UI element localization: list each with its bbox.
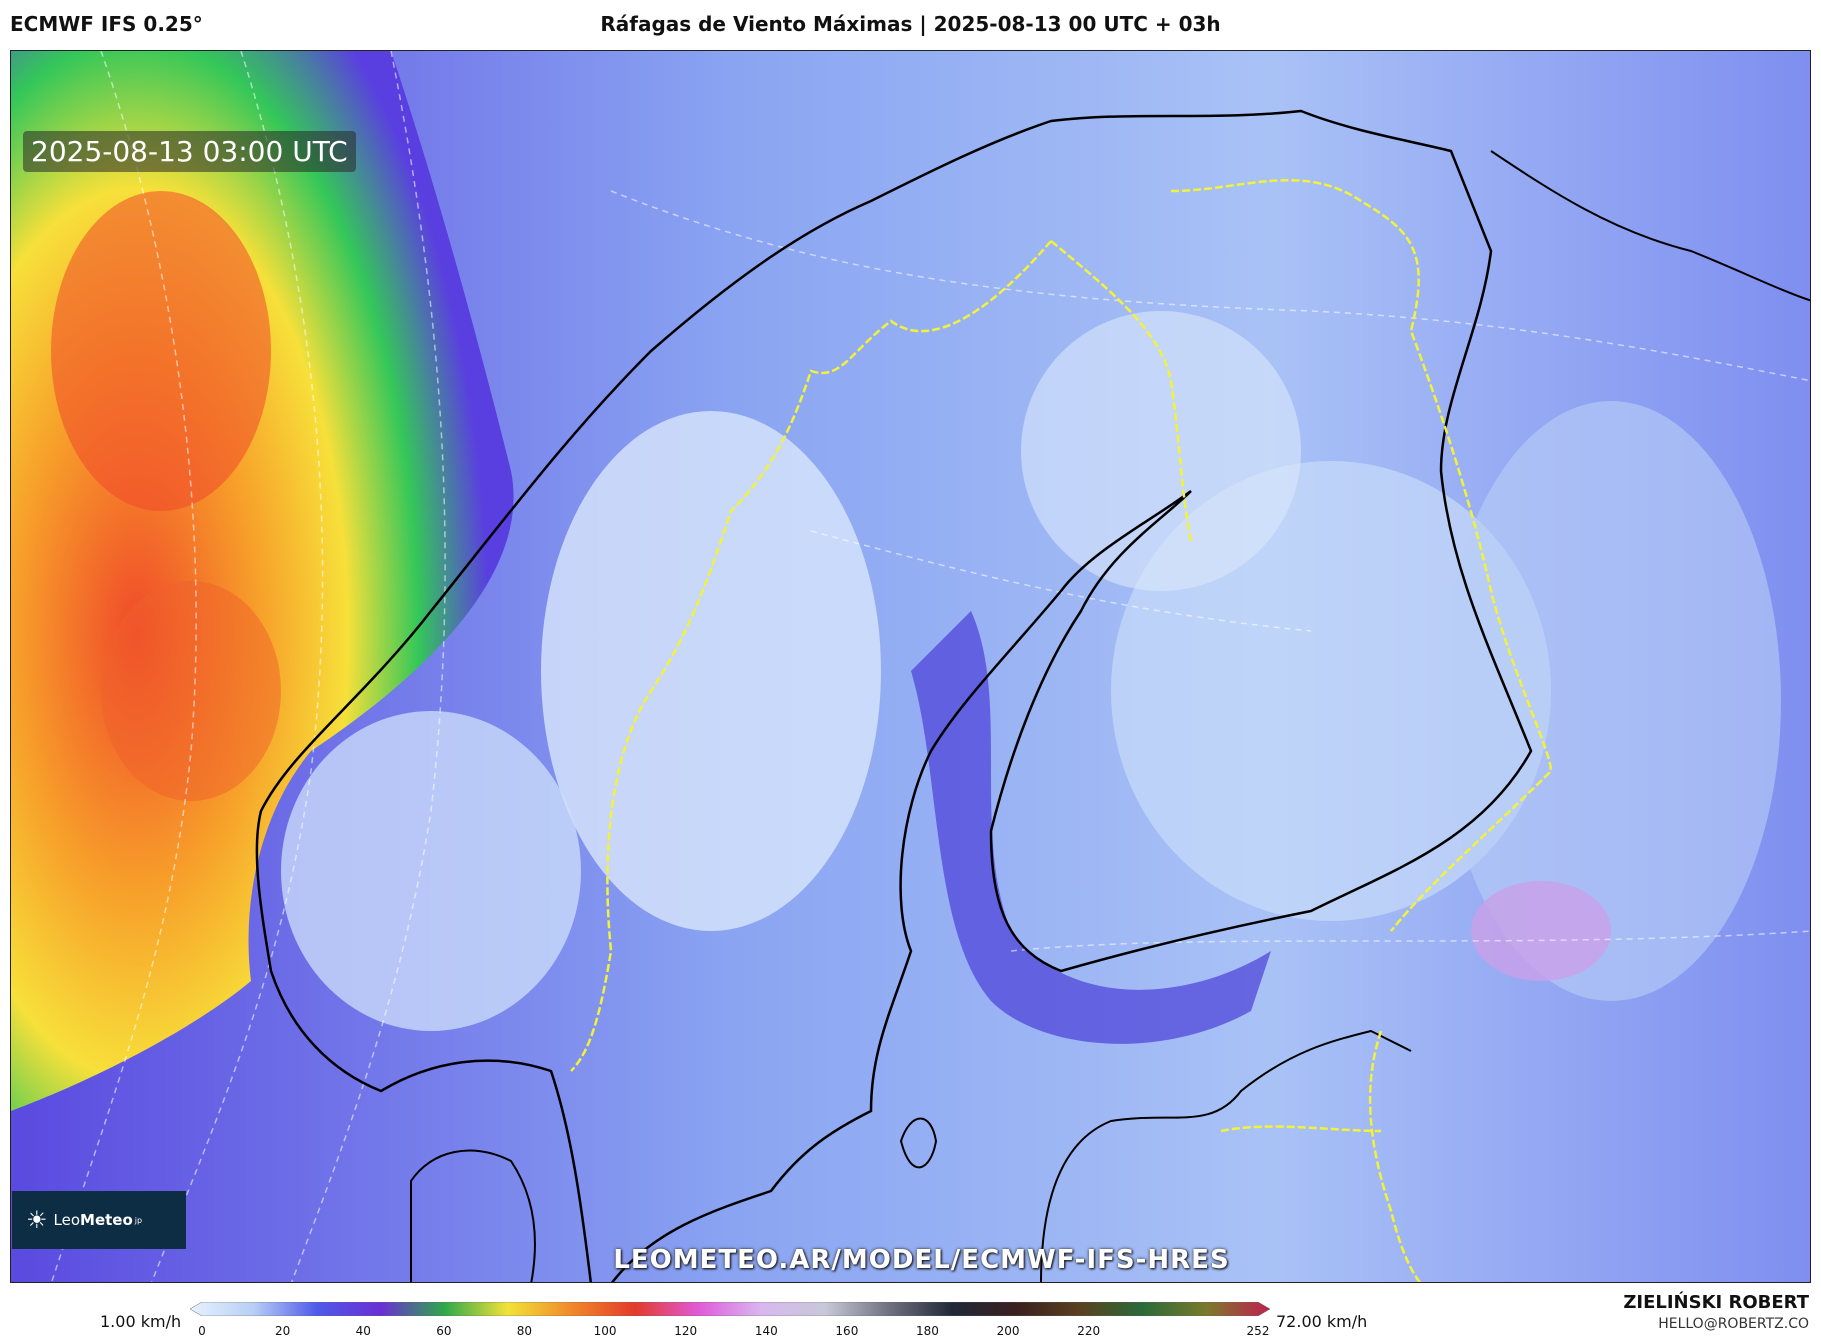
colorbar-tick-label: 200 xyxy=(996,1324,1020,1338)
storm-core-south xyxy=(101,581,281,801)
coastline-denmark xyxy=(410,1149,536,1282)
gust-band-baltic xyxy=(911,611,1271,1044)
colorbar-tick-label: 180 xyxy=(916,1324,939,1338)
logo-name-bold: Meteo xyxy=(80,1211,133,1229)
colorbar-tick-label: 252 xyxy=(1246,1324,1270,1338)
sun-icon: ☀ xyxy=(26,1206,48,1234)
leometeo-logo[interactable]: ☀ Leo Meteo jp xyxy=(12,1191,186,1249)
isobars xyxy=(50,51,1810,1282)
colorbar-tick-label: 60 xyxy=(436,1324,452,1338)
logo-name-light: Leo xyxy=(53,1211,81,1229)
colorbar xyxy=(190,1302,1270,1316)
colorbar-tick-label: 140 xyxy=(754,1324,778,1338)
colorbar-tick-label: 100 xyxy=(593,1324,617,1338)
coastline-kola xyxy=(1490,150,1810,302)
coastline-baltics xyxy=(1040,1029,1412,1282)
calm-zone-lapland xyxy=(1021,311,1301,591)
watermark-url: LEOMETEO.AR/MODEL/ECMWF-IFS-HRES xyxy=(613,1245,1230,1275)
border-baltics-russia xyxy=(1368,1030,1422,1282)
colorbar-tick-label: 160 xyxy=(835,1324,859,1338)
colorbar-max-label: 72.00 km/h xyxy=(1276,1312,1368,1331)
valid-time-badge: 2025-08-13 03:00 UTC xyxy=(23,131,356,172)
colorbar-ticks: 0 20 40 60 80 100 120 140 160 180 200 220 252 xyxy=(190,1324,1270,1340)
map-canvas xyxy=(11,51,1810,1282)
colorbar-tick-label: 0 xyxy=(198,1324,206,1338)
border-finland-russia xyxy=(1170,178,1553,932)
gust-patch-karelia xyxy=(1471,881,1611,981)
island-gotland xyxy=(899,1117,938,1169)
coastline-scandinavia xyxy=(255,109,1533,1282)
author-name: ZIELIŃSKI ROBERT xyxy=(1623,1292,1809,1313)
border-latvia-estonia xyxy=(1220,1125,1382,1133)
calm-zone-sweden xyxy=(541,411,881,931)
author-email[interactable]: HELLO@ROBERTZ.CO xyxy=(1658,1316,1809,1332)
colorbar-bar xyxy=(190,1302,1270,1316)
colorbar-tick-label: 120 xyxy=(674,1324,698,1338)
calm-zone-russia xyxy=(1441,401,1781,1001)
colorbar-tick-label: 80 xyxy=(516,1324,533,1338)
calm-zone-norway xyxy=(281,711,581,1031)
chart-title: Ráfagas de Viento Máximas | 2025-08-13 0… xyxy=(600,12,1221,36)
wind-gust-map: 2025-08-13 03:00 UTC LEOMETEO.AR/MODEL/E… xyxy=(10,50,1811,1283)
storm-core-north xyxy=(51,191,271,511)
logo-suffix: jp xyxy=(134,1215,143,1225)
colorbar-tick-label: 20 xyxy=(274,1324,291,1338)
country-borders xyxy=(570,178,1553,1282)
border-norway-sweden xyxy=(570,240,1052,1072)
border-sweden-finland xyxy=(1050,240,1193,542)
model-label: ECMWF IFS 0.25° xyxy=(10,12,203,36)
colorbar-tick-label: 40 xyxy=(355,1324,371,1338)
colorbar-tick-label: 220 xyxy=(1077,1324,1101,1338)
colorbar-min-label: 1.00 km/h xyxy=(100,1312,182,1331)
